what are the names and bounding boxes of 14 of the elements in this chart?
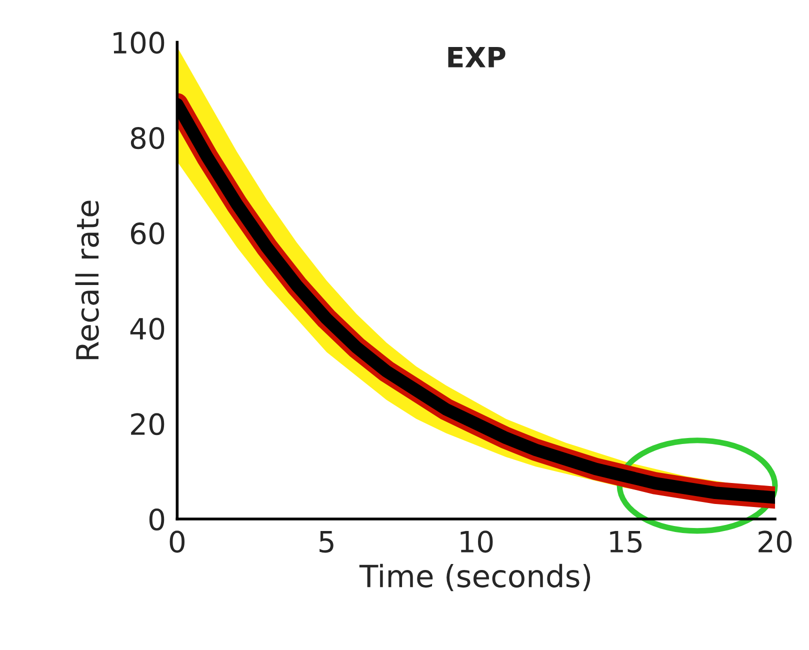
x-axis-title: Time (seconds)	[359, 564, 590, 592]
chart-title: EXP	[448, 47, 506, 68]
x-tick-label: 0	[170, 530, 185, 553]
x-tick-label: 20	[758, 530, 792, 553]
y-tick-label: 80	[130, 127, 164, 150]
x-tick-label: 15	[610, 531, 642, 553]
x-tick-label: 10	[460, 530, 493, 553]
x-tick-label: 5	[320, 531, 334, 553]
y-tick-label: 0	[149, 508, 164, 531]
y-axis-title: Recall rate	[75, 200, 99, 360]
y-tick-label: 100	[114, 32, 164, 54]
y-tick-label: 20	[131, 413, 164, 436]
y-tick-label: 60	[130, 222, 164, 244]
y-tick-label: 40	[130, 318, 164, 340]
